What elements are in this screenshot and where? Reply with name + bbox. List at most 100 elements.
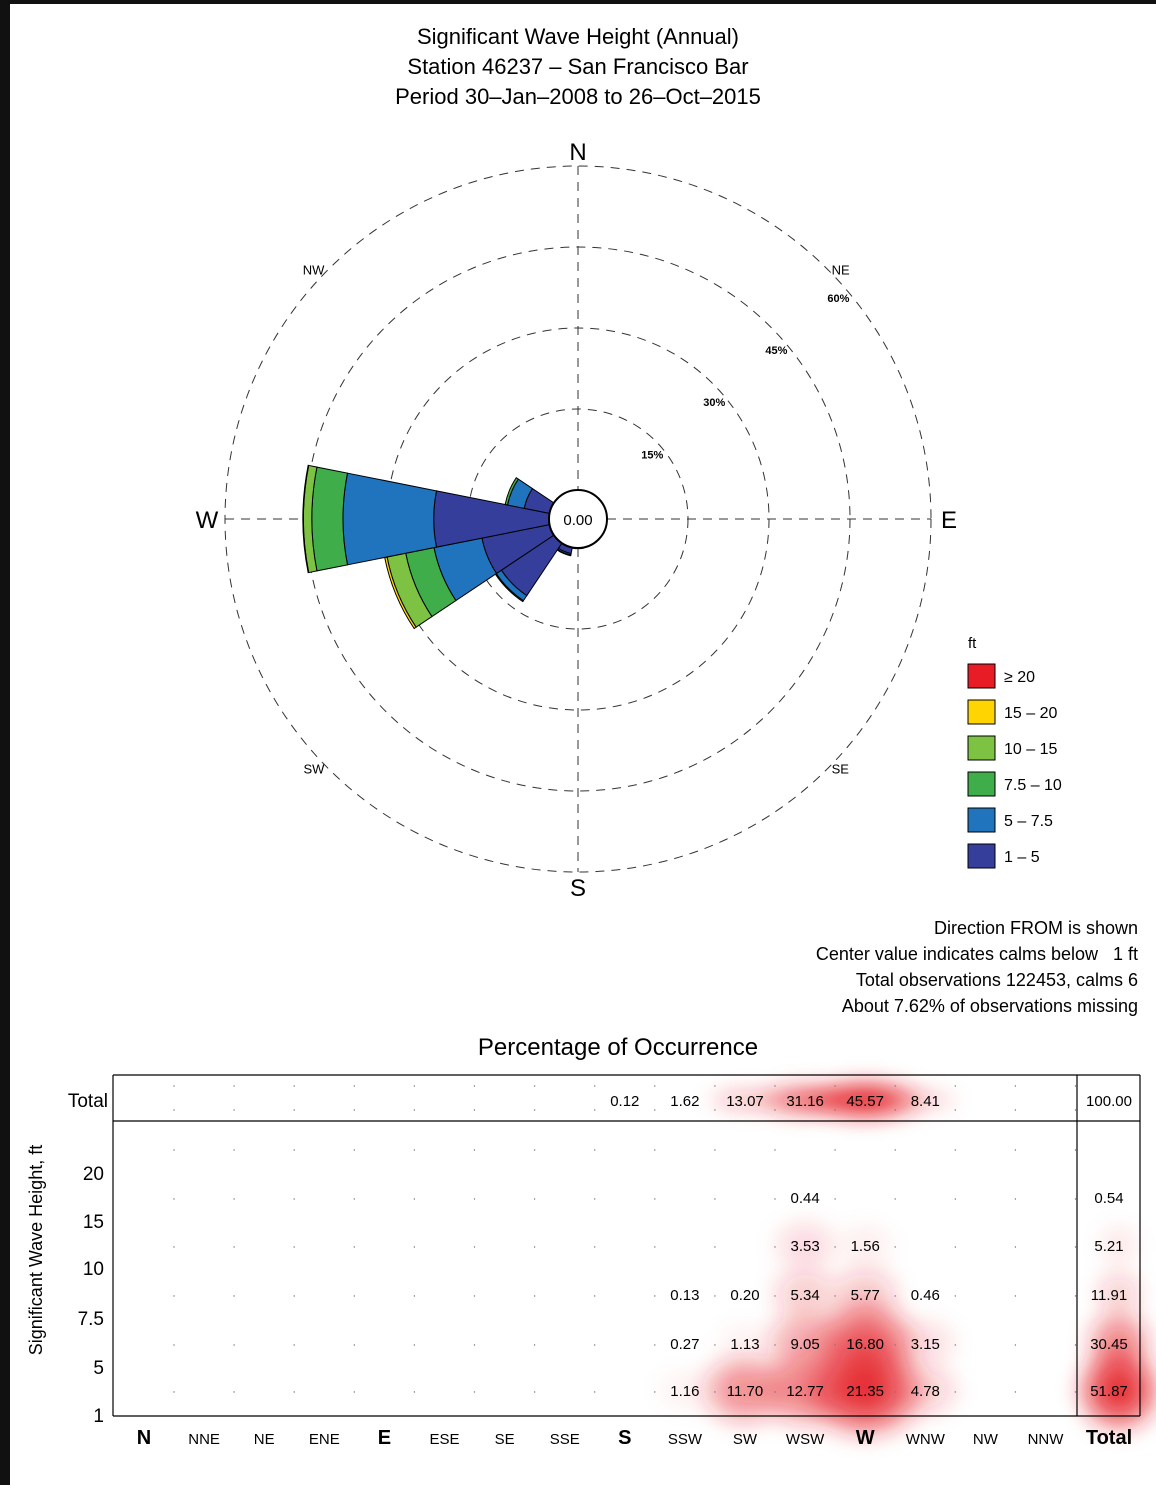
total-cell-Total: 100.00 xyxy=(1086,1093,1132,1110)
legend-swatch xyxy=(967,807,996,833)
column-label-N: N xyxy=(137,1427,151,1449)
grid-dots xyxy=(173,1085,1077,1393)
grid-dot xyxy=(954,1246,956,1248)
grid-dot xyxy=(173,1295,175,1297)
ytick-label: 10 xyxy=(83,1259,104,1280)
cell-Total: 51.87 xyxy=(1090,1383,1128,1400)
cell-SSW: 0.13 xyxy=(670,1287,699,1304)
column-label-SSE: SSE xyxy=(550,1431,580,1448)
chart-notes: Direction FROM is shown Center value ind… xyxy=(816,915,1138,1019)
calm-circle xyxy=(548,489,608,549)
cell-W: 21.35 xyxy=(846,1383,884,1400)
total-cell-WNW: 8.41 xyxy=(911,1093,940,1110)
grid-dot xyxy=(413,1109,416,1111)
grid-dot xyxy=(413,1149,416,1151)
grid-dot xyxy=(473,1149,476,1151)
grid-dot xyxy=(594,1149,596,1151)
grid-dot xyxy=(894,1295,896,1297)
legend-swatch xyxy=(967,735,996,761)
cell-Total: 0.54 xyxy=(1094,1190,1123,1207)
grid-dot xyxy=(594,1391,596,1393)
column-label-SE: SE xyxy=(495,1431,515,1448)
grid-dot xyxy=(353,1149,355,1151)
grid-dot xyxy=(293,1391,295,1393)
legend-swatch xyxy=(967,699,996,725)
table-title: Percentage of Occurrence xyxy=(478,1034,758,1061)
table-ylabel: Significant Wave Height, ft xyxy=(26,1145,46,1355)
grid-dot xyxy=(1014,1295,1017,1297)
column-label-W: W xyxy=(856,1427,875,1449)
total-cell-SSW: 1.62 xyxy=(670,1093,699,1110)
ytick-label: 7.5 xyxy=(78,1309,104,1330)
grid-dot xyxy=(233,1295,235,1297)
grid-dot xyxy=(654,1149,656,1151)
grid-dot xyxy=(353,1246,355,1248)
ring-label: 45% xyxy=(765,345,787,357)
legend-label: 5 – 7.5 xyxy=(1004,813,1053,830)
note-calms: Center value indicates calms below 1 ft xyxy=(815,944,1138,964)
grid-dot xyxy=(473,1198,476,1200)
frame-top-border xyxy=(0,0,1156,4)
grid-dot xyxy=(293,1344,295,1346)
grid-dot xyxy=(173,1109,175,1111)
column-label-ESE: ESE xyxy=(429,1431,459,1448)
ring-label: 30% xyxy=(703,397,725,409)
petal-W-bin-2 xyxy=(311,466,349,572)
compass-e: E xyxy=(941,507,957,534)
note-missing: About 7.62% of observations missing xyxy=(841,996,1138,1016)
grid-dot xyxy=(714,1198,716,1200)
grid-dot xyxy=(654,1198,656,1200)
grid-dot xyxy=(533,1344,536,1346)
cell-WSW: 5.34 xyxy=(790,1287,819,1304)
grid-dot xyxy=(1014,1391,1017,1393)
heat-cell-W xyxy=(823,1259,908,1329)
column-label-NW: NW xyxy=(973,1431,999,1448)
ytick-label: 15 xyxy=(83,1212,104,1233)
heat-row-total xyxy=(1071,1342,1156,1438)
cell-W: 16.80 xyxy=(846,1336,884,1353)
rose-petals xyxy=(302,464,585,630)
grid-dot xyxy=(233,1391,235,1393)
grid-dot xyxy=(413,1198,416,1200)
grid-dot xyxy=(654,1109,656,1111)
heat-cell-WSW xyxy=(766,1213,844,1277)
grid-dot xyxy=(654,1295,656,1297)
grid-dot xyxy=(834,1109,836,1111)
grid-dot xyxy=(353,1198,355,1200)
cell-WNW: 4.78 xyxy=(911,1383,940,1400)
column-label-S: S xyxy=(618,1427,631,1449)
cell-Total: 30.45 xyxy=(1090,1336,1128,1353)
column-label-NE: NE xyxy=(254,1431,275,1448)
grid-dot xyxy=(594,1085,596,1087)
compass-ne: NE xyxy=(832,262,850,277)
heat-cell-WSW xyxy=(752,1346,858,1434)
column-label-Total: Total xyxy=(1086,1427,1132,1449)
grid-dot xyxy=(834,1391,836,1393)
grid-dot xyxy=(774,1391,776,1393)
grid-dot xyxy=(1014,1085,1017,1087)
compass-sw: SW xyxy=(303,762,325,777)
heat-cell-WSW xyxy=(763,1260,847,1328)
grid-dot xyxy=(894,1198,896,1200)
grid-dot xyxy=(173,1344,175,1346)
grid-dot xyxy=(473,1344,476,1346)
cell-SW: 1.13 xyxy=(730,1336,759,1353)
grid-dot xyxy=(533,1246,536,1248)
grid-dot xyxy=(353,1109,355,1111)
ytick-label: 5 xyxy=(93,1358,104,1379)
compass-n: N xyxy=(569,139,586,166)
legend-label: 7.5 – 10 xyxy=(1004,777,1062,794)
grid-dot xyxy=(1074,1344,1077,1346)
table-labels: Percentage of Occurrence Significant Wave… xyxy=(26,1034,1132,1449)
grid-dot xyxy=(293,1295,295,1297)
grid-dot xyxy=(473,1391,476,1393)
grid-dot xyxy=(533,1149,536,1151)
grid-dot xyxy=(1014,1198,1017,1200)
heat-total-WSW xyxy=(749,1079,861,1121)
grid-dot xyxy=(353,1295,355,1297)
table-cells: 0.12 1.62 13.07 31.16 45.57 8.41 100.00 0.44 0.5… xyxy=(610,1093,1132,1400)
grid-dot xyxy=(834,1295,836,1297)
grid-dot xyxy=(1074,1085,1077,1087)
grid-dot xyxy=(954,1344,956,1346)
